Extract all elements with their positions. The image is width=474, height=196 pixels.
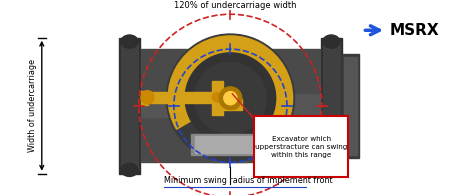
Bar [344,57,357,155]
Bar [323,42,340,170]
Circle shape [166,34,294,162]
Bar [191,134,270,155]
Text: 120% of undercarriage width: 120% of undercarriage width [174,1,296,10]
Bar [194,136,266,153]
Ellipse shape [121,163,138,176]
Bar [342,54,359,158]
Circle shape [224,92,237,105]
Circle shape [212,93,222,102]
Ellipse shape [323,35,340,48]
Bar [213,49,247,162]
Ellipse shape [323,163,340,176]
Bar [141,94,320,117]
Circle shape [229,100,239,110]
Ellipse shape [121,35,138,48]
Bar [146,92,230,103]
Bar [321,38,342,174]
Bar [223,99,242,110]
Circle shape [194,62,266,134]
Bar [119,38,140,174]
Wedge shape [168,36,292,129]
Bar [211,81,223,115]
Text: Excavator which
upperstracture can swing
within this range: Excavator which upperstracture can swing… [255,136,347,158]
Circle shape [141,91,154,104]
Text: MSRX: MSRX [390,23,439,38]
Text: Minimum swing radius of implement front: Minimum swing radius of implement front [164,176,333,185]
Bar [254,116,348,177]
Bar [141,49,320,162]
Bar [141,91,148,105]
Circle shape [219,87,242,110]
Text: Width of undercarriage: Width of undercarriage [28,59,37,152]
Bar [121,42,138,170]
Circle shape [185,53,276,143]
